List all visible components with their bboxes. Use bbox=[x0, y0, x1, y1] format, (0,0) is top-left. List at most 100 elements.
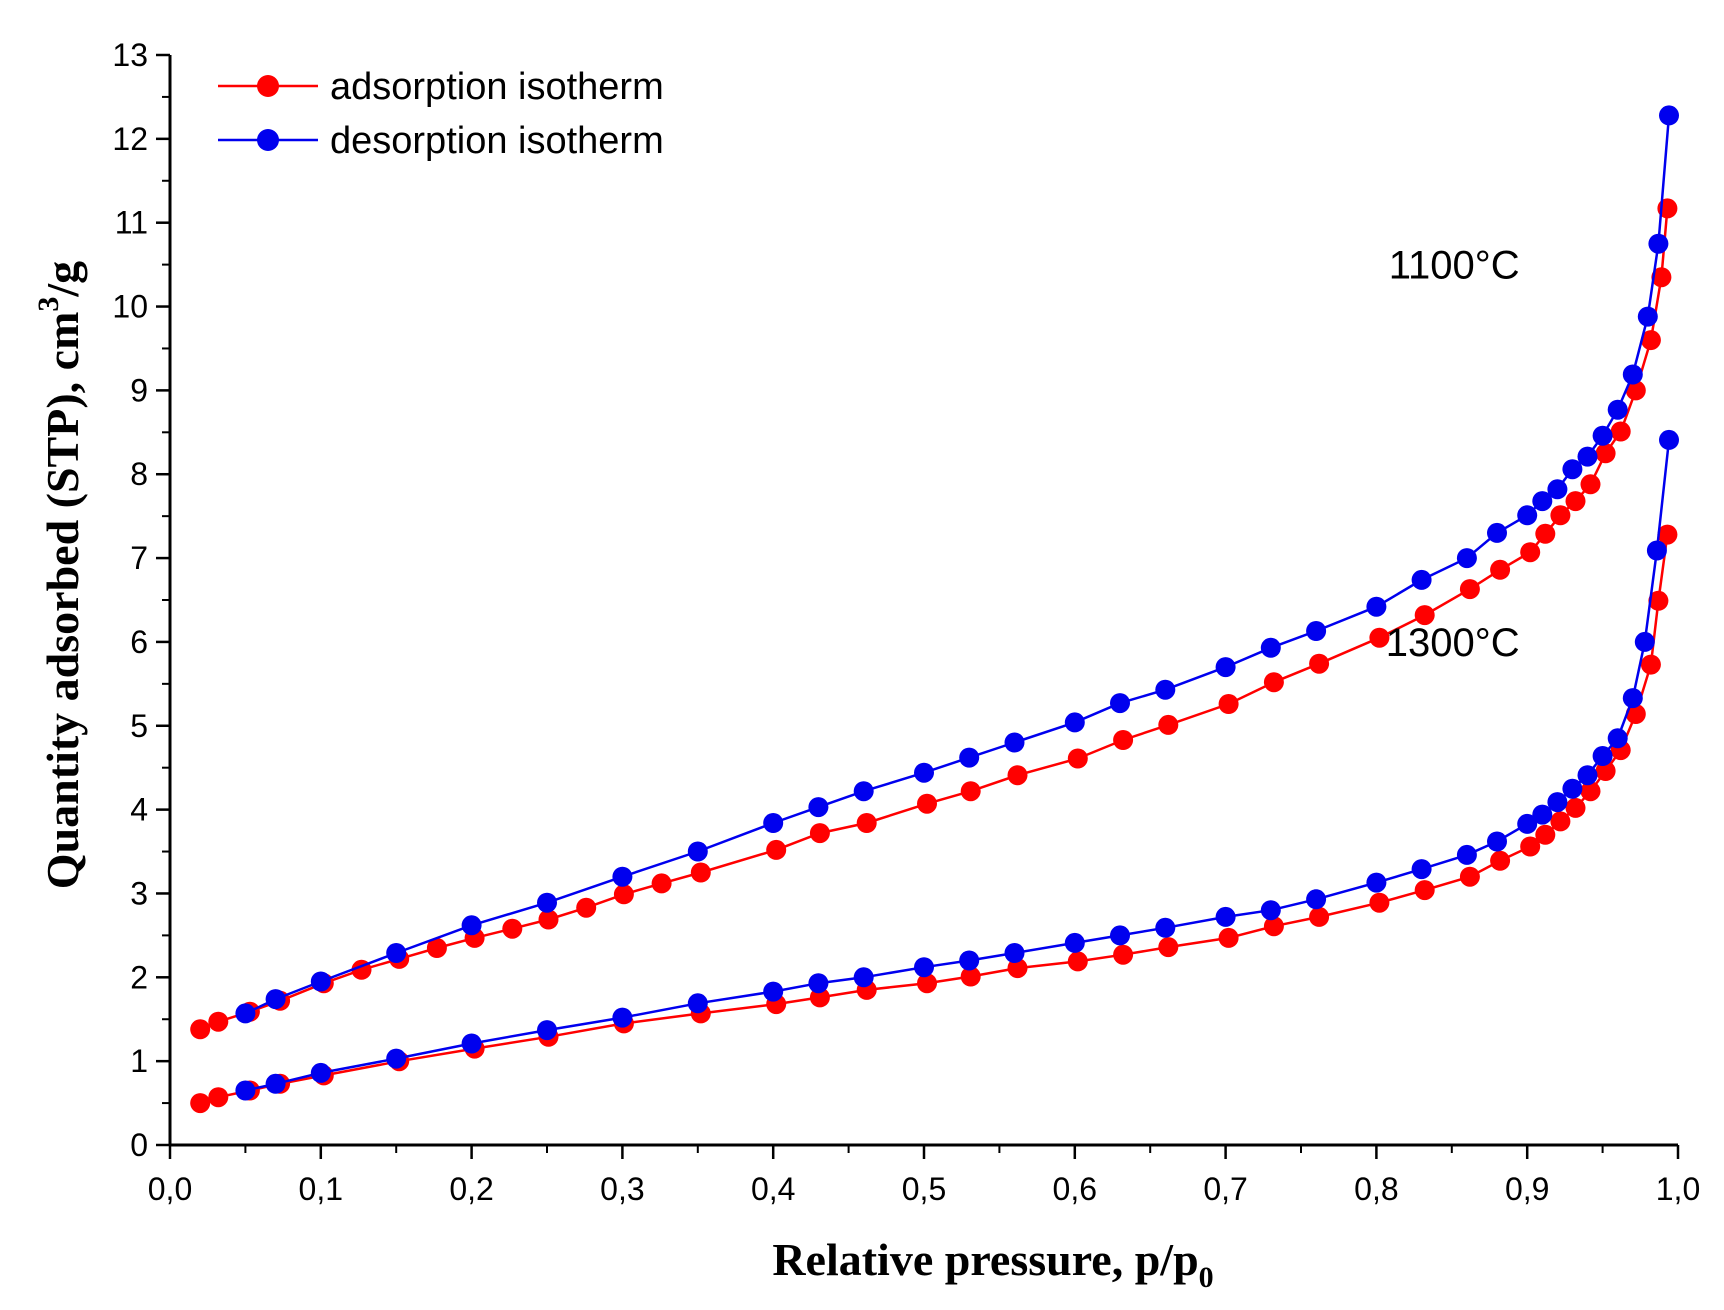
data-point-adsorption bbox=[856, 813, 877, 833]
data-point-adsorption bbox=[1625, 380, 1646, 401]
data-point-desorption bbox=[1517, 505, 1538, 526]
data-point-desorption bbox=[1110, 693, 1130, 714]
data-point-desorption bbox=[1215, 657, 1236, 678]
data-point-desorption bbox=[1547, 792, 1568, 813]
data-point-adsorption bbox=[1158, 937, 1179, 958]
data-point-adsorption bbox=[502, 918, 523, 939]
data-point-desorption bbox=[808, 973, 829, 994]
y-axis-title-tail: /g bbox=[37, 261, 88, 298]
data-point-adsorption bbox=[190, 1019, 211, 1040]
data-point-adsorption bbox=[1414, 880, 1435, 901]
data-point-desorption bbox=[1004, 943, 1025, 963]
data-point-adsorption bbox=[1550, 505, 1571, 526]
y-tick-label: 13 bbox=[112, 37, 148, 73]
data-point-adsorption bbox=[1113, 944, 1134, 965]
data-point-desorption bbox=[537, 1020, 557, 1041]
annotations: 1100°C 1300°C bbox=[1386, 244, 1520, 665]
data-point-adsorption bbox=[1648, 590, 1669, 611]
data-point-desorption bbox=[1659, 105, 1679, 126]
x-tick-label: 0,7 bbox=[1203, 1171, 1247, 1207]
data-point-desorption bbox=[1487, 831, 1507, 852]
data-point-desorption bbox=[461, 915, 482, 936]
data-point-adsorption bbox=[651, 873, 672, 894]
y-tick-label: 10 bbox=[112, 289, 148, 325]
data-point-desorption bbox=[763, 813, 784, 833]
data-point-adsorption bbox=[613, 884, 634, 905]
data-point-adsorption bbox=[1309, 906, 1330, 927]
y-tick-label: 2 bbox=[130, 959, 148, 995]
data-point-desorption bbox=[1622, 364, 1643, 385]
data-point-adsorption bbox=[1158, 714, 1179, 735]
series-desorption-1 bbox=[235, 105, 1679, 1024]
data-point-desorption bbox=[853, 967, 874, 988]
series-line-desorption bbox=[245, 439, 1671, 1092]
data-point-desorption bbox=[235, 1080, 256, 1101]
data-point-desorption bbox=[687, 841, 708, 862]
data-point-desorption bbox=[310, 1062, 331, 1083]
data-point-adsorption bbox=[1595, 443, 1616, 464]
data-point-adsorption bbox=[576, 897, 597, 918]
data-point-adsorption bbox=[960, 781, 981, 802]
data-point-desorption bbox=[1366, 872, 1387, 893]
data-point-adsorption bbox=[917, 973, 937, 994]
x-tick-label: 0,0 bbox=[148, 1171, 192, 1207]
data-point-desorption bbox=[1532, 804, 1553, 825]
data-point-desorption bbox=[1064, 712, 1085, 733]
data-point-desorption bbox=[1634, 631, 1655, 652]
data-point-desorption bbox=[1659, 429, 1679, 450]
x-tick-label: 0,4 bbox=[751, 1171, 795, 1207]
data-point-desorption bbox=[1592, 425, 1613, 446]
data-point-adsorption bbox=[1007, 765, 1028, 786]
data-point-adsorption bbox=[1610, 421, 1631, 442]
y-tick-label: 5 bbox=[130, 708, 148, 744]
data-point-adsorption bbox=[1263, 916, 1284, 937]
data-point-desorption bbox=[1155, 679, 1176, 700]
annotation-label-0: 1100°C bbox=[1389, 244, 1520, 288]
data-point-desorption bbox=[1592, 746, 1613, 766]
data-point-desorption bbox=[537, 892, 557, 913]
data-point-adsorption bbox=[190, 1093, 211, 1114]
data-point-desorption bbox=[461, 1033, 482, 1054]
axes: 0,0 0,1 0,2 0,3 0,4 0,5 0,6 0,7 0,8 0,9 1,00123456… bbox=[112, 37, 1700, 1207]
data-point-desorption bbox=[1064, 932, 1085, 953]
x-tick-label: 0,5 bbox=[902, 1171, 946, 1207]
x-axis-title: Relative pressure, p/p0 bbox=[772, 1234, 1213, 1294]
annotation-label-1: 1300°C bbox=[1386, 621, 1520, 665]
data-point-desorption bbox=[1004, 732, 1025, 753]
data-point-adsorption bbox=[960, 966, 981, 987]
data-point-desorption bbox=[1487, 522, 1507, 543]
x-tick-label: 1,0 bbox=[1656, 1171, 1700, 1207]
y-axis-title-superscript: 3 bbox=[32, 297, 65, 312]
data-point-desorption bbox=[1648, 233, 1669, 254]
data-point-desorption bbox=[1155, 917, 1176, 938]
data-point-desorption bbox=[310, 971, 331, 992]
data-point-desorption bbox=[687, 993, 708, 1014]
series-adsorption-2 bbox=[190, 524, 1678, 1114]
data-point-desorption bbox=[763, 981, 784, 1002]
data-point-desorption bbox=[1646, 540, 1667, 561]
data-point-adsorption bbox=[208, 1087, 229, 1108]
x-tick-label: 0,6 bbox=[1053, 1171, 1097, 1207]
series-adsorption-0 bbox=[190, 198, 1678, 1040]
data-point-desorption bbox=[265, 989, 286, 1010]
data-point-desorption bbox=[959, 950, 980, 971]
data-point-adsorption bbox=[1535, 824, 1556, 845]
data-point-adsorption bbox=[1520, 542, 1541, 563]
data-point-desorption bbox=[1456, 844, 1477, 865]
data-point-desorption bbox=[1366, 596, 1387, 617]
data-point-desorption bbox=[1562, 459, 1583, 480]
series-line-adsorption bbox=[199, 534, 1669, 1105]
y-tick-label: 7 bbox=[130, 540, 148, 576]
data-point-desorption bbox=[265, 1073, 286, 1094]
y-tick-label: 0 bbox=[130, 1127, 148, 1163]
data-point-desorption bbox=[1411, 859, 1432, 880]
data-point-desorption bbox=[1260, 637, 1281, 658]
data-point-adsorption bbox=[1218, 694, 1239, 714]
data-point-desorption bbox=[1577, 765, 1598, 786]
x-tick-label: 0,3 bbox=[600, 1171, 644, 1207]
data-point-adsorption bbox=[1565, 797, 1586, 818]
y-axis-title: Quantity adsorbed (STP), cm3/g bbox=[32, 261, 88, 889]
data-point-adsorption bbox=[1414, 605, 1435, 626]
legend-marker-adsorption bbox=[257, 75, 279, 97]
